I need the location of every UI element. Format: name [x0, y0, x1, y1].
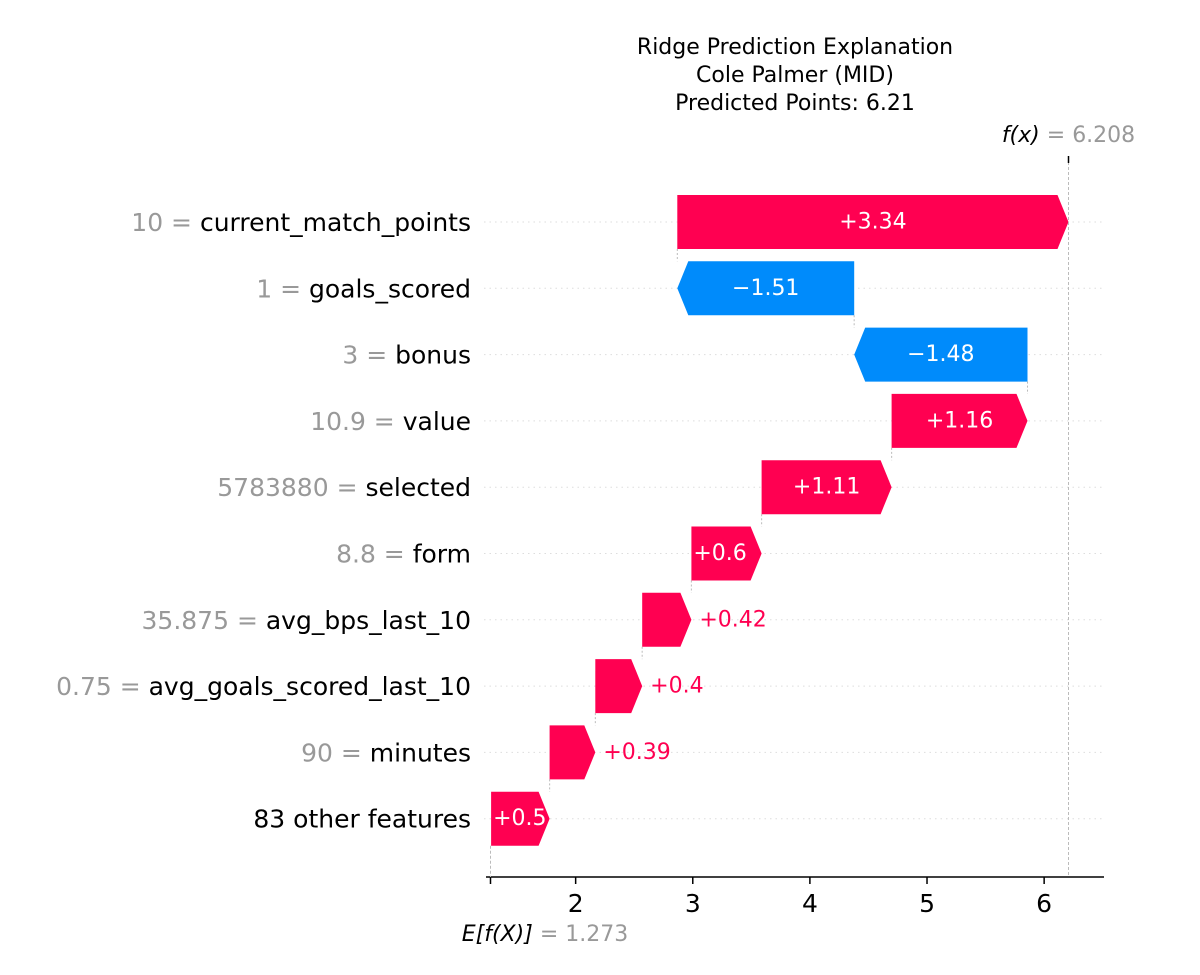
bar-form: [691, 526, 762, 581]
contribution-label: +1.16: [926, 408, 993, 433]
base-value-equals: =: [540, 922, 565, 947]
contribution-label: +0.6: [693, 541, 746, 566]
feature-name: bonus: [395, 340, 471, 369]
feature-label: 83 other features: [253, 804, 471, 833]
feature-name: current_match_points: [200, 208, 471, 237]
chart-title: Ridge Prediction Explanation Cole Palmer…: [637, 35, 953, 116]
feature-value: 10 =: [131, 208, 200, 237]
feature-label: 5783880 = selected: [217, 473, 471, 502]
final-value-label: f(x) = 6.208: [1002, 123, 1135, 148]
x-tick-label: 6: [1036, 889, 1052, 918]
x-tick-label: 4: [802, 889, 818, 918]
x-tick-label: 2: [568, 889, 584, 918]
final-value-marker: f(x) = 6.208: [1002, 123, 1135, 877]
contribution-label: +1.11: [793, 475, 860, 500]
feature-name: goals_scored: [309, 274, 471, 303]
bar-avg-bps-last-10: [642, 592, 692, 647]
base-value-label: E[f(X)] = 1.273: [462, 922, 628, 947]
feature-labels: 10 = current_match_points 1 = goals_score…: [56, 208, 471, 834]
feature-value: 35.875 =: [142, 605, 266, 634]
contribution-label: +0.39: [603, 740, 670, 765]
feature-label: 0.75 = avg_goals_scored_last_10: [56, 672, 471, 701]
chart-subtitle-player: Cole Palmer (MID): [696, 63, 894, 88]
contribution-bars: +3.34 −1.51 −1.48 +1.16 +1.11 +0.6 +0.42 +0.4 +0…: [491, 195, 1069, 846]
feature-value: 10.9 =: [310, 406, 403, 435]
chart-title-line: Ridge Prediction Explanation: [637, 35, 953, 60]
feature-value: 8.8 =: [336, 539, 413, 568]
final-value-name: f(x): [1002, 123, 1040, 148]
bar-avg-goals-scored-last-10: [595, 659, 643, 714]
feature-value: 90 =: [301, 738, 370, 767]
contribution-label: −1.51: [732, 276, 799, 301]
x-tick-label: 3: [685, 889, 701, 918]
feature-value: 0.75 =: [56, 672, 149, 701]
feature-label: 3 = bonus: [342, 340, 471, 369]
bar-value: [891, 393, 1028, 448]
bar-83-other-features: [491, 791, 550, 846]
x-axis-ticks: 2 3 4 5 6: [568, 877, 1052, 918]
contribution-label: +3.34: [839, 210, 906, 235]
feature-label: 10 = current_match_points: [131, 208, 471, 237]
final-value-number: 6.208: [1072, 123, 1135, 148]
final-value-equals: =: [1047, 123, 1072, 148]
feature-label: 8.8 = form: [336, 539, 471, 568]
bar-bonus: [854, 327, 1028, 382]
feature-name: minutes: [370, 738, 471, 767]
feature-name: avg_bps_last_10: [266, 605, 471, 634]
base-value-name: E[f(X)]: [462, 922, 533, 947]
feature-name: 83 other features: [253, 804, 471, 833]
contribution-label: +0.42: [699, 607, 766, 632]
x-axis: 2 3 4 5 6: [486, 876, 1104, 918]
contribution-label: +0.4: [650, 674, 703, 699]
chart-subtitle-prediction: Predicted Points: 6.21: [675, 91, 915, 116]
feature-value: 1 =: [256, 274, 309, 303]
feature-label: 35.875 = avg_bps_last_10: [142, 605, 471, 634]
feature-value: 5783880 =: [217, 473, 365, 502]
bar-minutes: [549, 725, 596, 780]
feature-name: form: [413, 539, 471, 568]
base-value-number: 1.273: [565, 922, 628, 947]
x-tick-label: 5: [919, 889, 935, 918]
bar-selected: [761, 460, 892, 515]
contribution-label: +0.5: [493, 806, 546, 831]
feature-value: 3 =: [342, 340, 395, 369]
bar-goals-scored: [677, 261, 855, 316]
base-value-marker: E[f(X)] = 1.273: [462, 845, 628, 947]
feature-label: 90 = minutes: [301, 738, 471, 767]
feature-name: value: [403, 406, 471, 435]
bar-current-match-points: [677, 195, 1069, 249]
feature-name: selected: [365, 473, 471, 502]
feature-label: 1 = goals_scored: [256, 274, 471, 303]
feature-label: 10.9 = value: [310, 406, 471, 435]
feature-name: avg_goals_scored_last_10: [149, 672, 471, 701]
contribution-label: −1.48: [907, 342, 974, 367]
